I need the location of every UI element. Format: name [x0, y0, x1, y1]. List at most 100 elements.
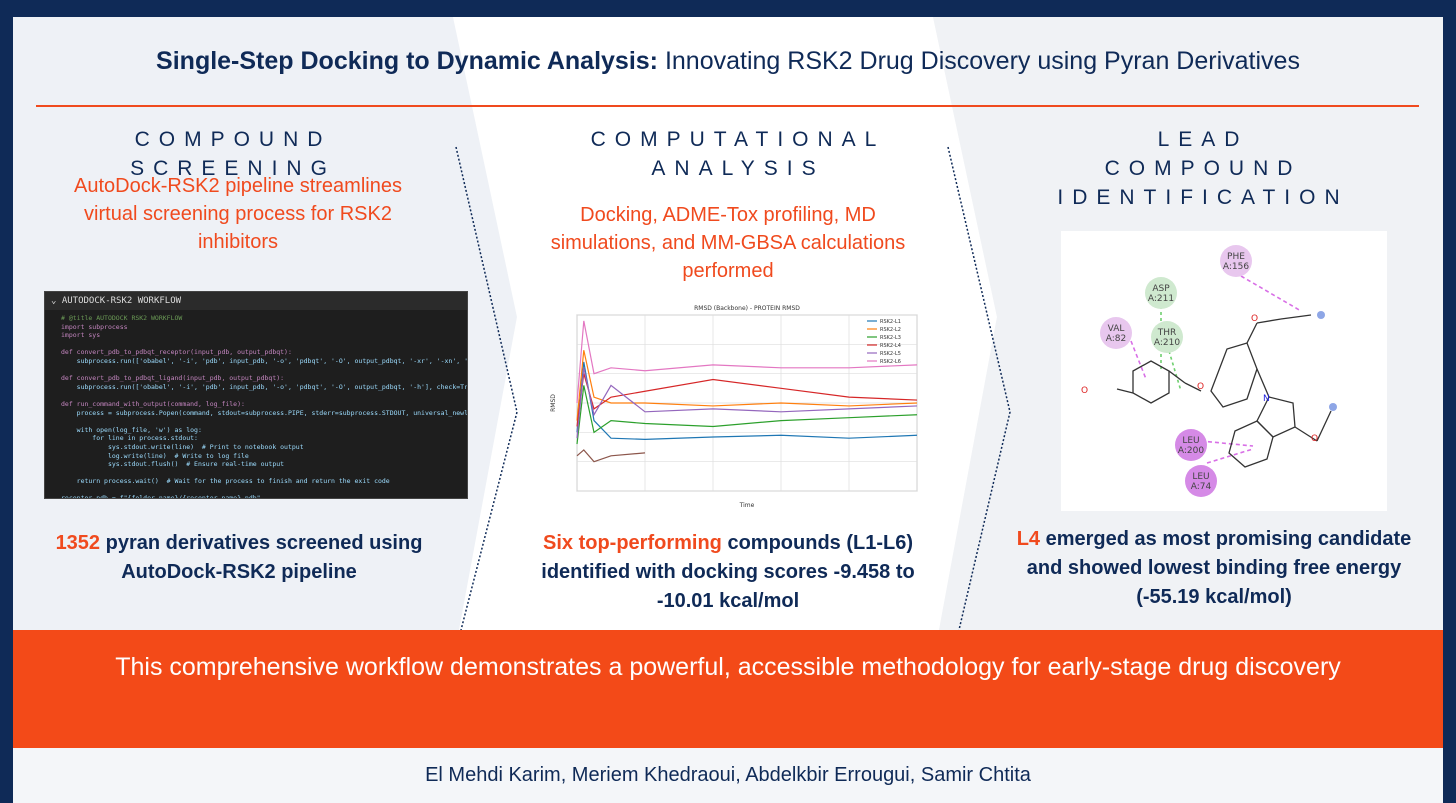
y-axis-label: RMSD — [550, 394, 557, 412]
residue-leu200-number: A:200 — [1178, 446, 1204, 456]
code-line: sys.stdout.write(line) # Print to notebo… — [61, 442, 304, 451]
atom-o-2: O — [1197, 382, 1204, 392]
heading-lead-compound: Lead Compound Identification — [1057, 128, 1349, 209]
code-panel-title: AUTODOCK-RSK2 WORKFLOW — [61, 296, 182, 306]
legend-label: RSK2-L2 — [880, 327, 901, 333]
title-bold: Single-Step Docking to Dynamic Analysis: — [156, 47, 658, 75]
result-highlight-1: 1352 — [55, 532, 101, 554]
indole-benzene-ring — [1228, 420, 1274, 468]
code-line: import subprocess — [61, 322, 128, 331]
series-line-2 — [576, 350, 918, 421]
atom-n-1: N — [1263, 394, 1270, 404]
residue-thr-label: THR — [1157, 328, 1177, 338]
bond-amide-n — [1256, 318, 1282, 324]
result-text-2: compounds (L1-L6) identified with dockin… — [541, 532, 915, 612]
rmsd-chart-svg: RMSD (Backbone) - PROTEIN RMSD Time RMSD RS… — [550, 305, 918, 509]
heading-computational-analysis: Computational Analysis — [590, 128, 886, 180]
result-highlight-2: Six top-performing — [543, 532, 722, 554]
code-line — [61, 469, 467, 478]
code-line: subprocess.run(['obabel', '-i', 'pdb', i… — [61, 382, 468, 391]
chevron-divider-2 — [947, 146, 1011, 631]
pi-contact-leu200 — [1200, 440, 1254, 447]
title-rest: Innovating RSK2 Drug Discovery using Pyr… — [658, 47, 1300, 75]
residue-thr-210 — [1151, 321, 1183, 353]
code-line — [61, 366, 467, 375]
pyrrole-ring — [1256, 396, 1296, 438]
code-panel: ⌄ AUTODOCK-RSK2 WORKFLOW # @title AUTODO… — [44, 291, 468, 499]
poster-title: Single-Step Docking to Dynamic Analysis:… — [13, 47, 1443, 76]
residue-phe-156 — [1220, 245, 1252, 277]
code-line: process = subprocess.Popen(command, stdo… — [61, 408, 468, 417]
legend-label: RSK2-L3 — [880, 335, 901, 341]
residue-leu74-number: A:74 — [1191, 482, 1212, 492]
code-line: # @title AUTODOCK RSK2 WORKFLOW — [61, 314, 183, 322]
rmsd-chart: RMSD (Backbone) - PROTEIN RMSD Time RMSD RS… — [545, 299, 923, 509]
series-line-3 — [576, 385, 918, 445]
atom-o-4: O — [1311, 434, 1318, 444]
residue-phe-number: A:156 — [1223, 262, 1249, 272]
heading-compound-screening: Compound Screening — [130, 128, 336, 180]
series-line-6 — [576, 320, 918, 404]
code-line: log.write(line) # Write to log file — [61, 451, 249, 460]
bond-indole — [1256, 368, 1270, 398]
code-line: def convert_pdb_to_pdbqt_ligand(input_pd… — [61, 374, 285, 383]
bond-ch2oh — [1116, 388, 1134, 394]
residue-asp-label: ASP — [1152, 284, 1170, 294]
result-lead-compound: L4 emerged as most promising candidate a… — [998, 525, 1430, 612]
bond-amide — [1246, 322, 1258, 344]
code-line: subprocess.run(['obabel', '-i', 'pdb', i… — [76, 356, 468, 365]
code-body: # @title AUTODOCK RSK2 WORKFLOW import su… — [45, 310, 468, 498]
bond-linker-1 — [1168, 370, 1186, 384]
bond-acetyl — [1294, 426, 1318, 442]
conclusion-banner — [13, 630, 1443, 748]
poster: Single-Step Docking to Dynamic Analysis:… — [13, 17, 1443, 803]
result-highlight-3: L4 — [1016, 528, 1041, 550]
atom-acetyl-marker — [1329, 403, 1337, 411]
residue-thr-number: A:210 — [1154, 338, 1180, 348]
chart-title: RMSD (Backbone) - PROTEIN RMSD — [694, 305, 800, 312]
residue-val-number: A:82 — [1106, 334, 1126, 344]
subtitle-computational-analysis: Docking, ADME-Tox profiling, MD simulati… — [550, 204, 906, 282]
authors: El Mehdi Karim, Meriem Khedraoui, Abdelk… — [425, 764, 1031, 786]
x-axis-label: Time — [739, 502, 755, 509]
residue-leu-200 — [1175, 429, 1207, 461]
bond-nitrile — [1280, 314, 1312, 320]
legend-label: RSK2-L1 — [880, 319, 901, 325]
pi-contact-phe — [1240, 275, 1302, 312]
residue-val-label: VAL — [1108, 324, 1125, 334]
pyran-ring — [1210, 342, 1258, 408]
code-line: def convert_pdb_to_pdbqt_receptor(input_… — [61, 348, 292, 357]
interaction-diagram-svg: O O O O N PHE A:156 ASP A:211 VAL A:82 T… — [1081, 245, 1337, 497]
residue-leu-74 — [1185, 465, 1217, 497]
atom-nitrile-n — [1317, 311, 1325, 319]
code-line: for line in process.stdout: — [61, 434, 198, 443]
legend-label: RSK2-L4 — [880, 343, 901, 349]
subtitle-compound-screening: AutoDock-RSK2 pipeline streamlines virtu… — [74, 175, 402, 253]
result-compound-screening: 1352 pyran derivatives screened using Au… — [33, 529, 445, 587]
title-divider — [36, 105, 1419, 107]
legend-label: RSK2-L6 — [880, 359, 901, 365]
pi-contact-leu74 — [1206, 448, 1254, 464]
code-line: sys.stdout.flush() # Ensure real-time ou… — [61, 460, 285, 469]
interaction-diagram: O O O O N PHE A:156 ASP A:211 VAL A:82 T… — [1061, 231, 1387, 511]
residue-asp-number: A:211 — [1148, 294, 1174, 304]
result-text-3: emerged as most promising candidate and … — [1026, 528, 1412, 608]
conclusion-text: This comprehensive workflow demonstrates… — [115, 653, 1341, 681]
result-text-1: pyran derivatives screened using AutoDoc… — [100, 532, 423, 583]
residue-phe-label: PHE — [1227, 252, 1245, 262]
code-line — [61, 340, 467, 349]
residue-leu200-label: LEU — [1182, 436, 1199, 446]
residue-asp-211 — [1145, 277, 1177, 309]
code-panel-header: ⌄ AUTODOCK-RSK2 WORKFLOW — [45, 292, 467, 310]
chevron-divider-1 — [455, 146, 518, 631]
atom-o-3: O — [1251, 314, 1258, 324]
hbond-thr — [1168, 350, 1182, 392]
series-line-7 — [576, 449, 646, 463]
code-line: import sys — [61, 331, 101, 340]
code-line: with open(log_file, 'w') as log: — [61, 425, 202, 434]
code-line: def run_command_with_output(command, log… — [61, 399, 245, 408]
code-line — [61, 417, 467, 426]
code-line — [61, 486, 467, 495]
residue-leu74-label: LEU — [1192, 472, 1209, 482]
series-line-5 — [576, 367, 918, 439]
